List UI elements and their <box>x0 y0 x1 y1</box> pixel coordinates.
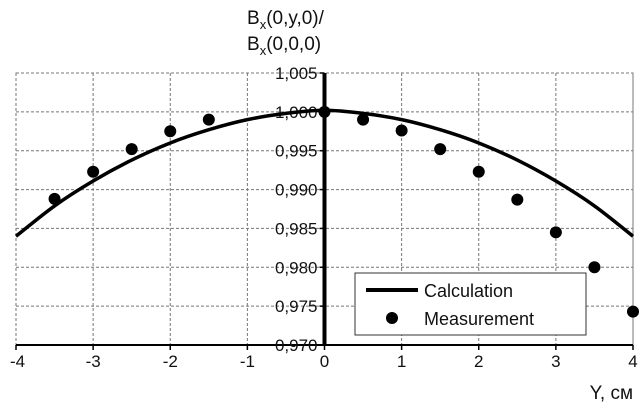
measurement-point <box>434 143 447 156</box>
x-axis-title: Y, см <box>590 383 633 404</box>
x-tick-label: 4 <box>628 352 637 371</box>
y-tick-label: 0,980 <box>275 258 318 277</box>
x-tick-label: 2 <box>474 352 483 371</box>
measurement-point <box>357 113 370 126</box>
measurement-point <box>549 226 562 239</box>
measurement-point <box>202 113 215 126</box>
measurement-point <box>318 105 331 118</box>
y-tick-label: 0,970 <box>275 336 318 355</box>
legend-point-marker <box>386 312 398 324</box>
measurement-point <box>588 261 601 274</box>
y-axis-title-line2: Bx(0,0,0) <box>247 34 321 58</box>
y-tick-label: 1,005 <box>275 64 318 83</box>
y-tick-label: 0,975 <box>275 297 318 316</box>
x-tick-label: -4 <box>10 352 25 371</box>
x-tick-label: -1 <box>240 352 255 371</box>
measurement-point <box>48 192 61 205</box>
y-tick-label: 0,990 <box>275 181 318 200</box>
measurement-point <box>627 305 639 318</box>
legend: Calculation Measurement <box>354 272 587 336</box>
measurement-point <box>164 125 177 138</box>
x-tick-label: 1 <box>397 352 406 371</box>
legend-label-calculation: Calculation <box>424 281 513 301</box>
legend-box <box>354 272 587 336</box>
x-tick-label: 0 <box>320 352 329 371</box>
measurement-point <box>472 165 485 178</box>
y-tick-label: 0,985 <box>275 219 318 238</box>
x-tick-label: -3 <box>86 352 101 371</box>
x-tick-label: -2 <box>163 352 178 371</box>
measurement-point <box>511 193 524 206</box>
y-axis-title-line1: Bx(0,y,0)/ <box>247 8 325 32</box>
x-tick-label: 3 <box>551 352 560 371</box>
y-tick-label: 0,995 <box>275 142 318 161</box>
measurement-point <box>395 124 408 137</box>
measurement-point <box>125 143 138 156</box>
data-series <box>14 105 639 318</box>
legend-label-measurement: Measurement <box>424 309 534 329</box>
measurement-point <box>87 165 100 178</box>
